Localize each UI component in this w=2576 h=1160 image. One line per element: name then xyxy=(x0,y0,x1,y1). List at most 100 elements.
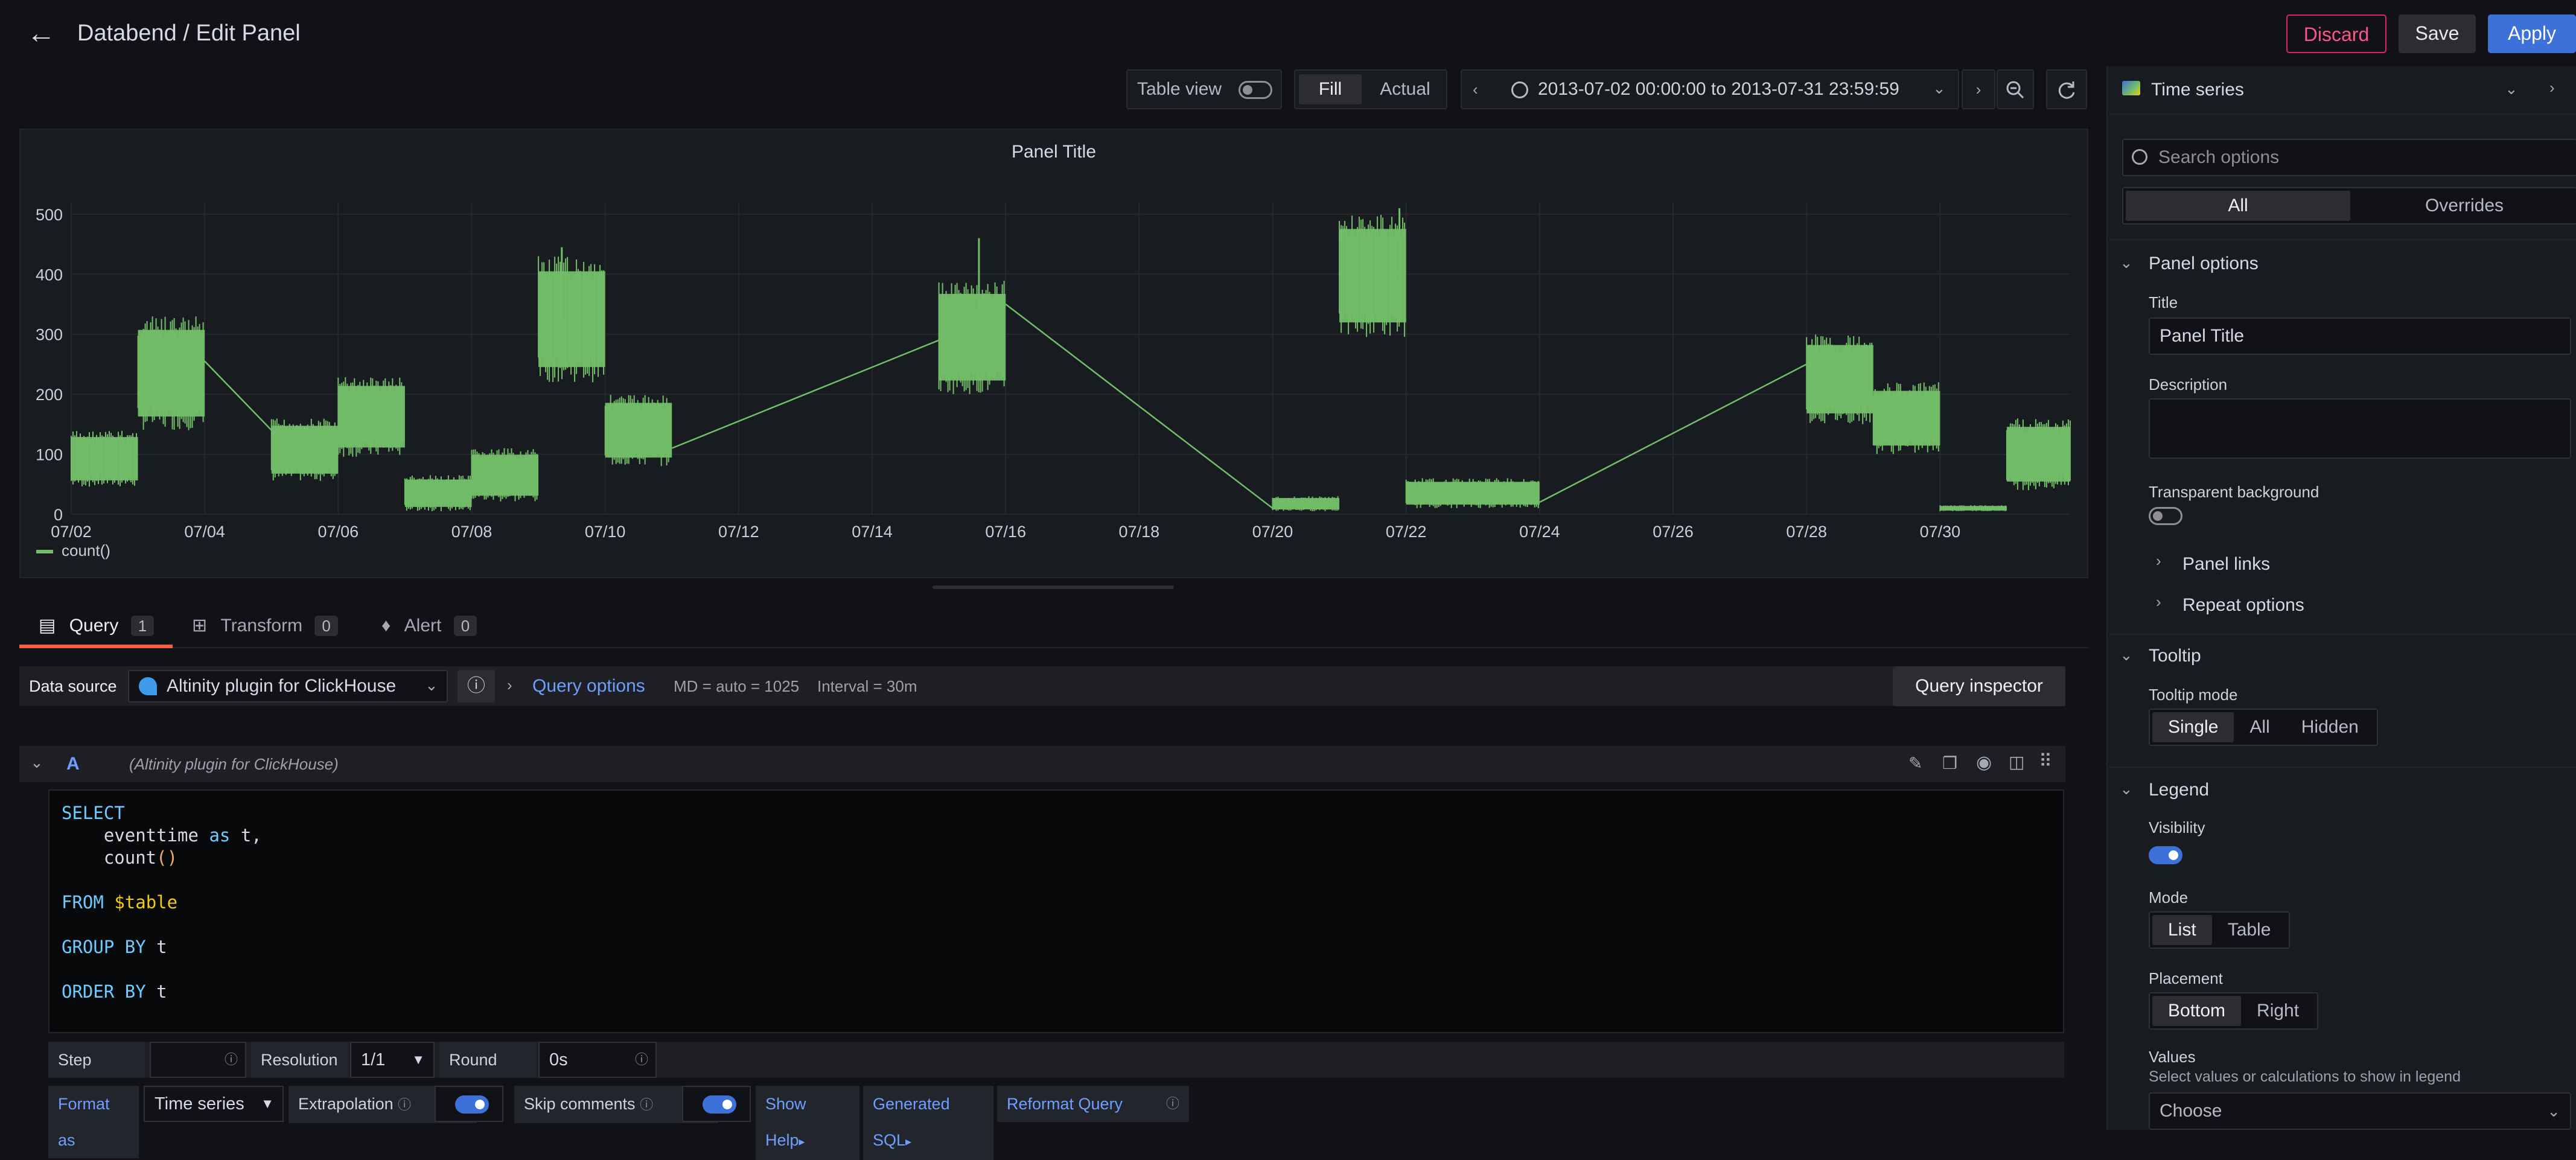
resolution-value: 1/1 xyxy=(361,1050,386,1069)
step-label: Step xyxy=(48,1042,145,1078)
time-range-picker[interactable]: ‹ 2013-07-02 00:00:00 to 2013-07-31 23:5… xyxy=(1461,69,1959,109)
tooltip-header[interactable]: Tooltip xyxy=(2149,646,2201,666)
divider xyxy=(2109,766,2576,768)
query-ref-id[interactable]: A xyxy=(66,754,80,774)
extrapolation-toggle[interactable] xyxy=(455,1095,489,1114)
help-circle-icon: ⓘ xyxy=(467,676,485,696)
table-view-toggle-group[interactable]: Table view xyxy=(1126,69,1282,109)
code-line-2: eventtime as t, xyxy=(62,825,262,846)
series-noise xyxy=(604,395,671,467)
resolution-select[interactable]: 1/1 ▼ xyxy=(350,1042,435,1078)
legend-item-count[interactable]: count() xyxy=(62,541,110,559)
apply-button[interactable]: Apply xyxy=(2488,14,2576,53)
viz-picker[interactable]: Time series ⌄ › xyxy=(2109,66,2576,115)
step-input[interactable]: ⓘ xyxy=(150,1042,246,1078)
description-textarea[interactable] xyxy=(2149,398,2571,459)
time-forward-button[interactable]: › xyxy=(1962,69,1995,109)
repeat-options-header[interactable]: Repeat options xyxy=(2182,595,2304,615)
series-gap-line xyxy=(204,360,272,431)
reformat-query-button[interactable]: Reformat Query ⓘ xyxy=(997,1086,1189,1122)
query-row-header: ⌄ A (Altinity plugin for ClickHouse) ✎ ❐… xyxy=(19,746,2065,782)
data-source-picker[interactable]: Altinity plugin for ClickHouse ⌄ xyxy=(128,670,448,703)
expand-chevron-icon[interactable]: › xyxy=(2156,593,2161,611)
x-tick-label: 07/22 xyxy=(1386,523,1427,541)
tab-transform[interactable]: ⊞ Transform 0 xyxy=(192,604,338,648)
legend-placement-radio-group: Bottom Right xyxy=(2149,992,2319,1030)
back-arrow-icon[interactable]: ← xyxy=(27,18,56,49)
options-row-2: Format as Time series ▼ Extrapolation ⓘ … xyxy=(48,1086,2064,1160)
x-tick-label: 07/04 xyxy=(184,523,225,541)
collapse-chevron-icon[interactable]: ⌄ xyxy=(2120,253,2133,272)
tab-alert[interactable]: ♦ Alert 0 xyxy=(381,604,477,648)
values-select[interactable]: Choose ⌄ xyxy=(2149,1092,2571,1130)
format-as-label: Format as xyxy=(48,1086,139,1158)
collapse-chevron-icon[interactable]: ⌄ xyxy=(2120,780,2133,798)
actual-button[interactable]: Actual xyxy=(1380,79,1430,99)
series-noise xyxy=(2006,418,2071,491)
tooltip-mode-all[interactable]: All xyxy=(2249,717,2270,737)
zoom-out-button[interactable] xyxy=(1997,69,2034,109)
altinity-logo-icon xyxy=(139,677,157,695)
table-view-switch[interactable] xyxy=(1239,81,1272,99)
values-select-placeholder: Choose xyxy=(2160,1101,2222,1121)
collapse-chevron-icon[interactable]: ⌄ xyxy=(30,753,43,771)
round-input[interactable]: 0s ⓘ xyxy=(538,1042,657,1078)
legend-mode-table[interactable]: Table xyxy=(2227,920,2271,940)
code-line-1: SELECT xyxy=(62,803,125,823)
chevron-down-icon[interactable]: ⌄ xyxy=(1933,79,1946,97)
sql-editor[interactable]: SELECT eventtime as t, count() FROM $tab… xyxy=(48,789,2064,1033)
chevron-right-icon[interactable]: › xyxy=(2549,78,2555,97)
query-inspector-button[interactable]: Query inspector xyxy=(1893,666,2065,706)
x-tick-label: 07/30 xyxy=(1920,523,1961,541)
drag-handle-icon[interactable]: ⠿ xyxy=(2039,751,2052,771)
tab-overrides[interactable]: Overrides xyxy=(2425,196,2504,215)
panel-resize-handle[interactable] xyxy=(933,585,1174,589)
tab-all[interactable]: All xyxy=(2126,191,2350,221)
series-noise xyxy=(137,316,204,430)
fill-button[interactable]: Fill xyxy=(1299,74,1362,104)
description-label: Description xyxy=(2149,375,2228,394)
query-options-toggle[interactable]: Query options xyxy=(532,676,645,696)
edit-icon[interactable]: ✎ xyxy=(1908,754,1923,773)
search-placeholder: Search options xyxy=(2158,147,2280,167)
time-series-chart[interactable]: 0 100 200 300 400 500 07/02 07/04 07/06 07/08 07/1… xyxy=(21,130,2087,577)
legend-mode-list[interactable]: List xyxy=(2152,915,2212,945)
transparent-background-label: Transparent background xyxy=(2149,483,2319,501)
duplicate-icon[interactable]: ❐ xyxy=(1942,754,1958,773)
title-input[interactable]: Panel Title xyxy=(2149,317,2571,355)
chevron-left-icon[interactable]: ‹ xyxy=(1473,80,1478,98)
tab-query-label: Query xyxy=(69,616,119,636)
series-noise xyxy=(938,281,1005,394)
panel-links-header[interactable]: Panel links xyxy=(2182,554,2271,574)
generated-sql-button[interactable]: Generated SQL▸ xyxy=(863,1086,993,1160)
legend-visibility-toggle[interactable] xyxy=(2149,846,2182,864)
transform-icon: ⊞ xyxy=(192,616,208,636)
x-tick-label: 07/20 xyxy=(1252,523,1293,541)
tooltip-mode-single[interactable]: Single xyxy=(2152,712,2234,742)
refresh-button[interactable] xyxy=(2046,69,2087,109)
panel: Panel Title 0 100 200 300 400 500 07/02 07/04 07… xyxy=(19,129,2088,578)
eye-icon[interactable]: ◉ xyxy=(1976,753,1992,773)
legend-placement-right[interactable]: Right xyxy=(2257,1001,2300,1021)
help-button[interactable]: ⓘ xyxy=(457,670,495,703)
discard-button[interactable]: Discard xyxy=(2286,14,2386,53)
expand-chevron-icon[interactable]: › xyxy=(2156,552,2161,570)
legend-placement-bottom[interactable]: Bottom xyxy=(2152,996,2242,1026)
mode-label: Mode xyxy=(2149,888,2189,907)
show-help-button[interactable]: Show Help▸ xyxy=(756,1086,859,1160)
trash-icon[interactable]: ◫ xyxy=(2009,753,2025,771)
tooltip-mode-hidden[interactable]: Hidden xyxy=(2301,717,2359,737)
legend-header[interactable]: Legend xyxy=(2149,780,2210,800)
collapse-chevron-icon[interactable]: ⌄ xyxy=(2120,646,2133,664)
tab-query[interactable]: ▤ Query 1 xyxy=(19,604,173,648)
transparent-background-toggle[interactable] xyxy=(2149,507,2182,525)
series-gap-line xyxy=(1005,304,1274,509)
visibility-label: Visibility xyxy=(2149,818,2205,837)
format-as-select[interactable]: Time series ▼ xyxy=(144,1086,284,1122)
chevron-right-icon[interactable]: › xyxy=(507,676,512,694)
panel-options-header[interactable]: Panel options xyxy=(2149,253,2259,273)
skip-comments-toggle[interactable] xyxy=(703,1095,736,1114)
x-tick-label: 07/06 xyxy=(318,523,359,541)
search-options-input[interactable]: Search options xyxy=(2122,139,2576,176)
save-button[interactable]: Save xyxy=(2399,14,2476,53)
